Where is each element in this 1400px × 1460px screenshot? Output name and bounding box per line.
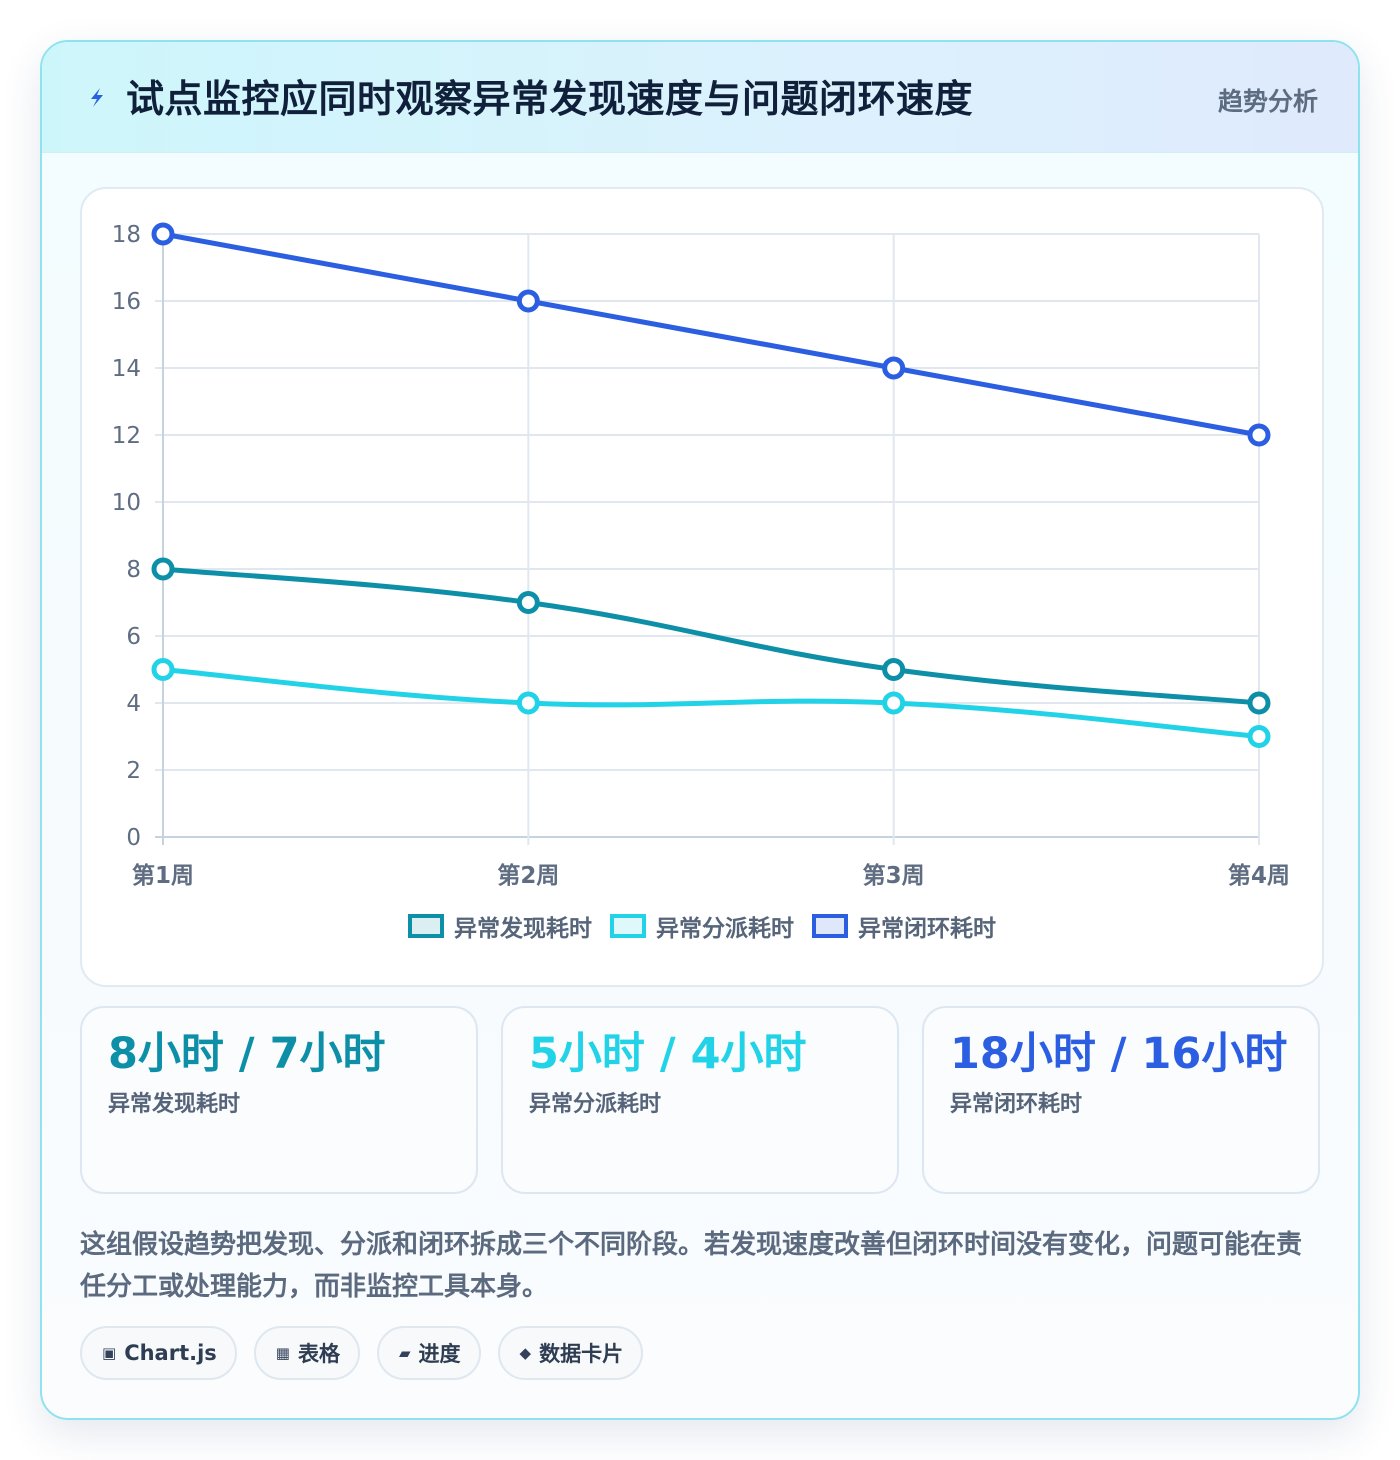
series-line-1: [160, 566, 1262, 706]
data-point: [882, 691, 906, 715]
data-point: [516, 691, 540, 715]
chip-data-card[interactable]: ◆ 数据卡片: [497, 1326, 644, 1380]
y-tick-label: 18: [112, 222, 141, 248]
chip-label: Chart.js: [124, 1341, 217, 1365]
card-header: 试点监控应同时观察异常发现速度与问题闭环速度 趋势分析: [42, 42, 1358, 153]
stat-card-dispatch: 5小时 / 4小时 异常分派耗时: [501, 1006, 899, 1194]
y-tick-label: 10: [112, 490, 141, 516]
y-tick-label: 16: [112, 289, 141, 315]
chip-label: 表格: [297, 1342, 340, 1366]
description-text: 这组假设趋势把发现、分派和闭环拆成三个不同阶段。若发现速度改善但闭环时间没有变化…: [80, 1230, 1303, 1302]
page-title: 试点监控应同时观察异常发现速度与问题闭环速度: [126, 77, 974, 121]
data-point: [1247, 725, 1271, 748]
y-tick-label: 8: [126, 557, 141, 583]
legend-label: 异常闭环耗时: [858, 916, 996, 942]
table-icon: ▦: [275, 1344, 290, 1362]
y-tick-label: 4: [126, 691, 141, 717]
progress-icon: ▰: [398, 1344, 411, 1362]
legend-swatch: [812, 914, 848, 938]
stat-value: 8小时 / 7小时: [108, 1029, 386, 1079]
data-point: [516, 289, 540, 313]
legend-swatch: [408, 914, 444, 938]
legend-label: 异常发现耗时: [454, 916, 592, 942]
y-tick-label: 2: [126, 758, 141, 784]
chip-label: 进度: [418, 1342, 461, 1366]
chart-legend: 异常发现耗时 异常分派耗时 异常闭环耗时: [82, 909, 1322, 943]
stat-card-closure: 18小时 / 16小时 异常闭环耗时: [922, 1006, 1320, 1194]
trend-card: 试点监控应同时观察异常发现速度与问题闭环速度 趋势分析 0 2 4 6 8 10 12 14 1…: [40, 40, 1360, 1420]
data-point: [151, 222, 175, 246]
x-tick-label: 第1周: [132, 862, 194, 889]
stat-value: 18小时 / 16小时: [950, 1029, 1288, 1079]
x-tick-label: 第2周: [497, 862, 559, 889]
data-point: [882, 658, 906, 681]
chart-icon: ▣: [102, 1344, 117, 1362]
chip-chartjs[interactable]: ▣ Chart.js: [80, 1326, 237, 1380]
diamond-icon: ◆: [519, 1344, 532, 1362]
data-point: [151, 557, 175, 581]
stat-value: 5小时 / 4小时: [529, 1029, 807, 1079]
chip-label: 数据卡片: [539, 1342, 624, 1366]
chart-panel: 0 2 4 6 8 10 12 14 16 18 第1周 第2周 第3周 第4周 异常发现耗时 异常分派耗时…: [80, 187, 1324, 987]
x-tick-label: 第3周: [863, 862, 925, 889]
lightning-icon: [91, 88, 103, 107]
data-point: [1247, 691, 1271, 715]
series-line-2: [160, 667, 1262, 739]
line-chart: 0 2 4 6 8 10 12 14 16 18 第1周 第2周 第3周 第4周: [112, 222, 1290, 889]
data-point: [516, 591, 540, 614]
stat-card-detection: 8小时 / 7小时 异常发现耗时: [80, 1006, 478, 1194]
chip-progress[interactable]: ▰ 进度: [376, 1326, 481, 1380]
legend-item[interactable]: 异常分派耗时: [610, 909, 794, 943]
y-tick-label: 6: [126, 624, 141, 650]
data-point: [882, 356, 906, 380]
x-tick-label: 第4周: [1228, 862, 1290, 889]
tag-chips: ▣ Chart.js ▦ 表格 ▰ 进度 ◆ 数据卡片: [80, 1326, 644, 1380]
stat-label: 异常分派耗时: [529, 1092, 662, 1117]
legend-label: 异常分派耗时: [656, 916, 794, 942]
stat-label: 异常发现耗时: [108, 1092, 241, 1117]
y-tick-label: 12: [112, 423, 141, 449]
section-tag: 趋势分析: [1217, 87, 1318, 116]
legend-swatch: [610, 914, 646, 938]
series-line-3: [160, 231, 1262, 438]
data-point: [1247, 423, 1271, 447]
legend-item[interactable]: 异常闭环耗时: [812, 909, 996, 943]
y-tick-label: 14: [112, 356, 141, 382]
stat-label: 异常闭环耗时: [950, 1092, 1083, 1117]
y-tick-label: 0: [126, 825, 141, 851]
chip-table[interactable]: ▦ 表格: [253, 1326, 360, 1380]
legend-item[interactable]: 异常发现耗时: [408, 909, 592, 943]
data-point: [151, 658, 175, 681]
